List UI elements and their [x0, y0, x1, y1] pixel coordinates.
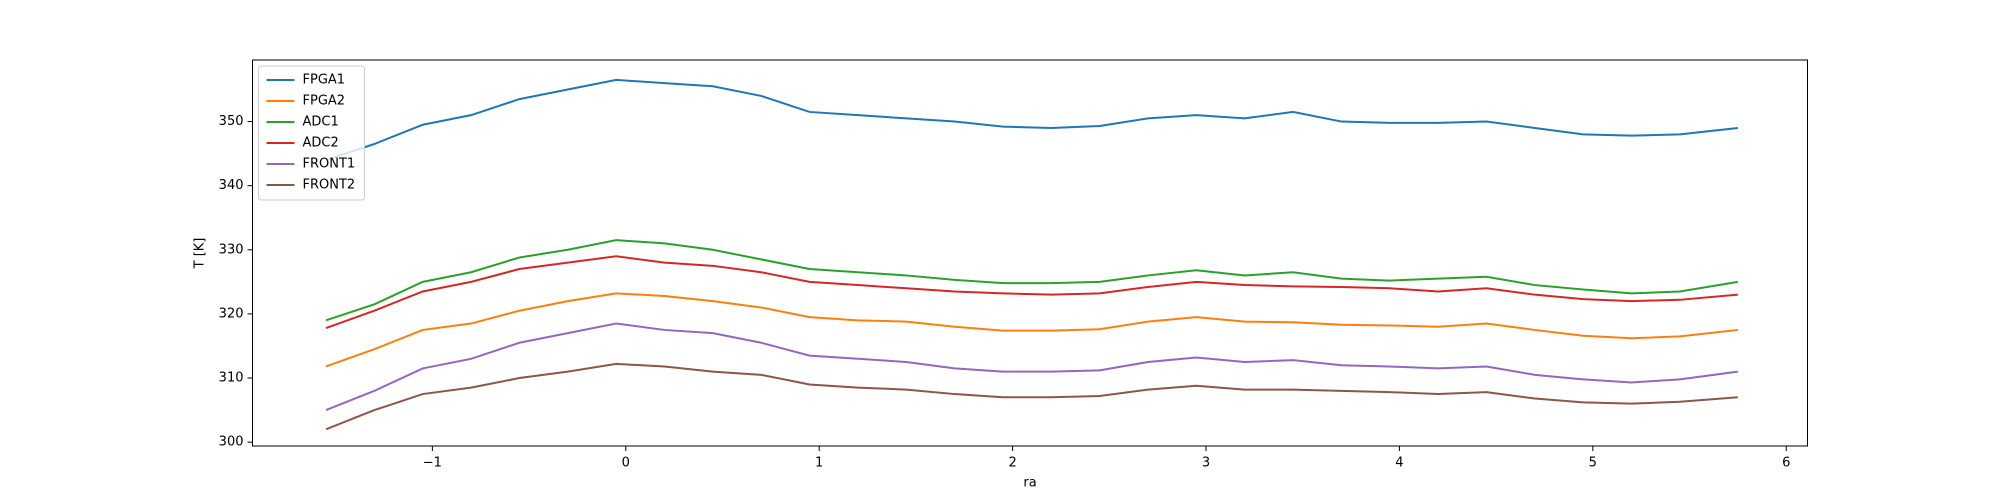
- x-tick-label: 4: [1395, 456, 1403, 471]
- legend-label: FPGA2: [303, 94, 346, 109]
- legend-box: [258, 65, 365, 201]
- data-line: [325, 362, 1738, 431]
- data-line: [325, 239, 1739, 322]
- x-tick-label: 5: [1589, 456, 1597, 471]
- x-tick-label: 0: [622, 456, 630, 471]
- y-tick-label: 330: [219, 242, 244, 257]
- data-line: [325, 255, 1738, 329]
- legend-label: ADC2: [303, 136, 339, 151]
- y-tick-label: 300: [219, 435, 244, 450]
- y-tick-label: 320: [219, 306, 244, 321]
- x-tick-label: 6: [1782, 456, 1790, 471]
- x-tick-label: 1: [815, 456, 823, 471]
- plot-frame: [252, 59, 1808, 447]
- legend-label: ADC1: [303, 115, 339, 130]
- legend-label: FRONT2: [303, 178, 356, 193]
- legend-label: FPGA1: [303, 73, 346, 88]
- x-axis-label: ra: [1023, 476, 1036, 491]
- data-line: [325, 78, 1738, 161]
- x-tick-label: 3: [1202, 456, 1210, 471]
- x-tick-label: −1: [423, 456, 442, 471]
- y-axis-label: T [K]: [193, 238, 208, 270]
- data-line: [325, 322, 1739, 412]
- x-tick-label: 2: [1008, 456, 1016, 471]
- data-line: [325, 292, 1738, 368]
- y-tick-label: 340: [219, 178, 244, 193]
- y-tick-label: 350: [219, 114, 244, 129]
- legend-label: FRONT1: [303, 157, 356, 172]
- y-tick-label: 310: [219, 371, 244, 386]
